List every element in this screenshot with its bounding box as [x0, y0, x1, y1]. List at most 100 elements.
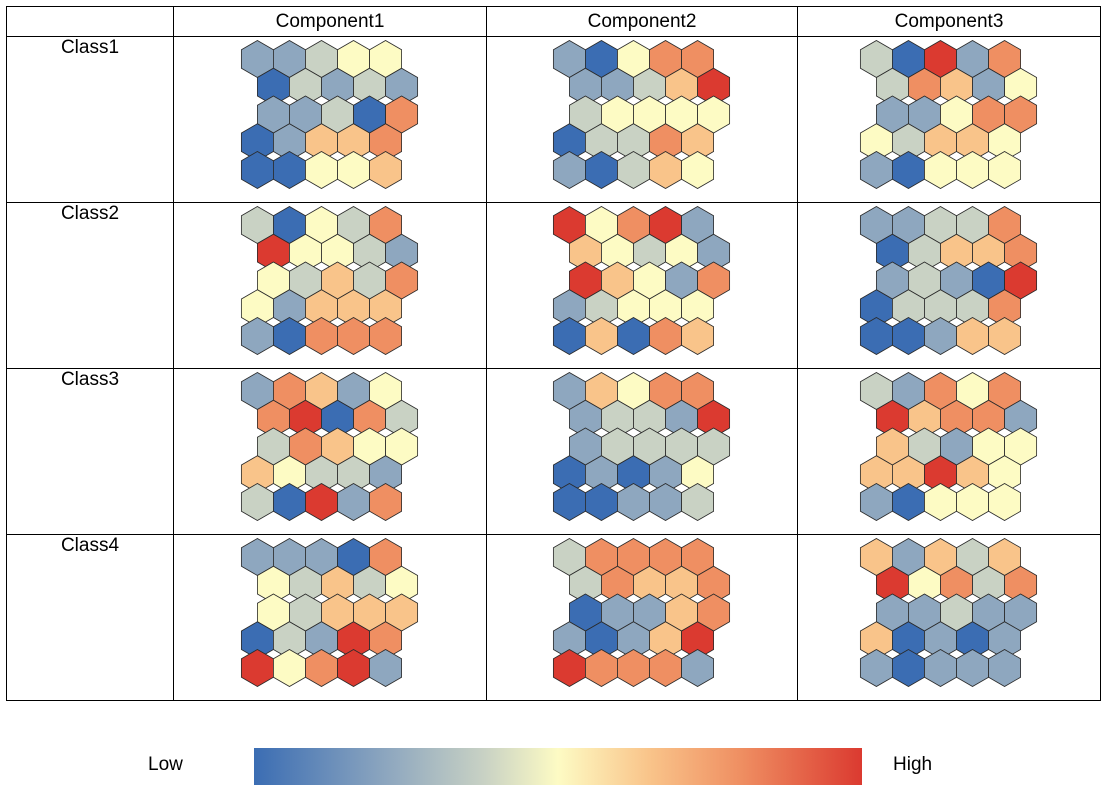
hex-cell — [956, 151, 989, 189]
hex-cell — [369, 649, 403, 687]
hex-cell — [305, 483, 338, 521]
hex-cell — [337, 483, 370, 521]
hex-cell — [681, 483, 715, 521]
hex-map — [552, 372, 731, 521]
hex-cell — [273, 483, 306, 521]
column-header: Component1 — [173, 6, 487, 37]
hex-cell — [240, 483, 274, 521]
row-header: Class4 — [6, 534, 174, 701]
hex-cell — [273, 151, 306, 189]
heatmap-cell — [486, 368, 798, 535]
hex-cell — [337, 317, 370, 355]
heatmap-cell — [486, 36, 798, 203]
hex-cell — [585, 649, 618, 687]
hex-cell — [649, 317, 682, 355]
hex-map — [240, 40, 419, 189]
hex-cell — [305, 151, 338, 189]
scale-low-label: Low — [148, 754, 183, 775]
hex-cell — [369, 483, 403, 521]
heatmap-cell — [173, 36, 487, 203]
hex-cell — [681, 317, 715, 355]
hex-cell — [240, 317, 274, 355]
hex-cell — [552, 151, 586, 189]
heatmap-cell — [797, 202, 1101, 369]
scale-high-label: High — [893, 754, 933, 775]
row-header: Class1 — [6, 36, 174, 203]
row-header: Class2 — [6, 202, 174, 369]
column-header: Component3 — [797, 6, 1101, 37]
hex-cell — [617, 649, 650, 687]
hex-cell — [892, 649, 925, 687]
hex-cell — [859, 649, 893, 687]
hex-cell — [369, 317, 403, 355]
hex-map — [859, 538, 1038, 687]
hex-cell — [988, 649, 1022, 687]
hex-cell — [892, 483, 925, 521]
hex-map — [859, 40, 1038, 189]
hex-cell — [337, 151, 370, 189]
hex-cell — [369, 151, 403, 189]
hex-cell — [956, 317, 989, 355]
hex-cell — [617, 483, 650, 521]
column-header: Component2 — [486, 6, 798, 37]
hex-cell — [617, 151, 650, 189]
hex-cell — [681, 151, 715, 189]
hex-map — [240, 372, 419, 521]
heatmap-cell — [486, 534, 798, 701]
hex-map — [859, 372, 1038, 521]
heatmap-cell — [173, 368, 487, 535]
hex-cell — [649, 649, 682, 687]
class-row: Class1 — [6, 36, 1101, 203]
hex-cell — [617, 317, 650, 355]
hex-cell — [585, 317, 618, 355]
hex-cell — [956, 649, 989, 687]
hex-map — [552, 206, 731, 355]
hex-cell — [585, 151, 618, 189]
hex-cell — [552, 483, 586, 521]
class-row: Class3 — [6, 368, 1101, 535]
corner-cell — [6, 6, 174, 37]
hex-cell — [305, 317, 338, 355]
hex-cell — [988, 151, 1022, 189]
hex-cell — [924, 317, 957, 355]
hex-map — [552, 40, 731, 189]
hex-cell — [585, 483, 618, 521]
hex-cell — [988, 317, 1022, 355]
color-scale-legend: Low High — [0, 732, 1103, 790]
hex-cell — [956, 483, 989, 521]
hex-cell — [649, 483, 682, 521]
hex-cell — [552, 317, 586, 355]
hex-cell — [681, 649, 715, 687]
hex-cell — [859, 483, 893, 521]
hex-map — [240, 206, 419, 355]
heatmap-cell — [797, 368, 1101, 535]
heatmap-cell — [797, 36, 1101, 203]
hex-cell — [552, 649, 586, 687]
hex-cell — [924, 483, 957, 521]
hex-cell — [859, 317, 893, 355]
class-row: Class4 — [6, 534, 1101, 701]
hex-cell — [240, 649, 274, 687]
hex-cell — [859, 151, 893, 189]
hex-map — [552, 538, 731, 687]
heatmap-cell — [173, 534, 487, 701]
hex-cell — [892, 151, 925, 189]
hex-cell — [924, 649, 957, 687]
hex-cell — [924, 151, 957, 189]
header-row: Component1 Component2 Component3 — [6, 6, 1101, 37]
heatmap-grid: Component1 Component2 Component3 Class1 … — [6, 6, 1101, 701]
hex-cell — [337, 649, 370, 687]
hex-cell — [273, 649, 306, 687]
hex-cell — [988, 483, 1022, 521]
heatmap-cell — [486, 202, 798, 369]
hex-map — [859, 206, 1038, 355]
color-gradient-bar — [254, 748, 862, 785]
hex-cell — [240, 151, 274, 189]
hex-cell — [649, 151, 682, 189]
hex-cell — [892, 317, 925, 355]
hex-map — [240, 538, 419, 687]
heatmap-cell — [173, 202, 487, 369]
class-row: Class2 — [6, 202, 1101, 369]
hex-cell — [273, 317, 306, 355]
hex-cell — [305, 649, 338, 687]
